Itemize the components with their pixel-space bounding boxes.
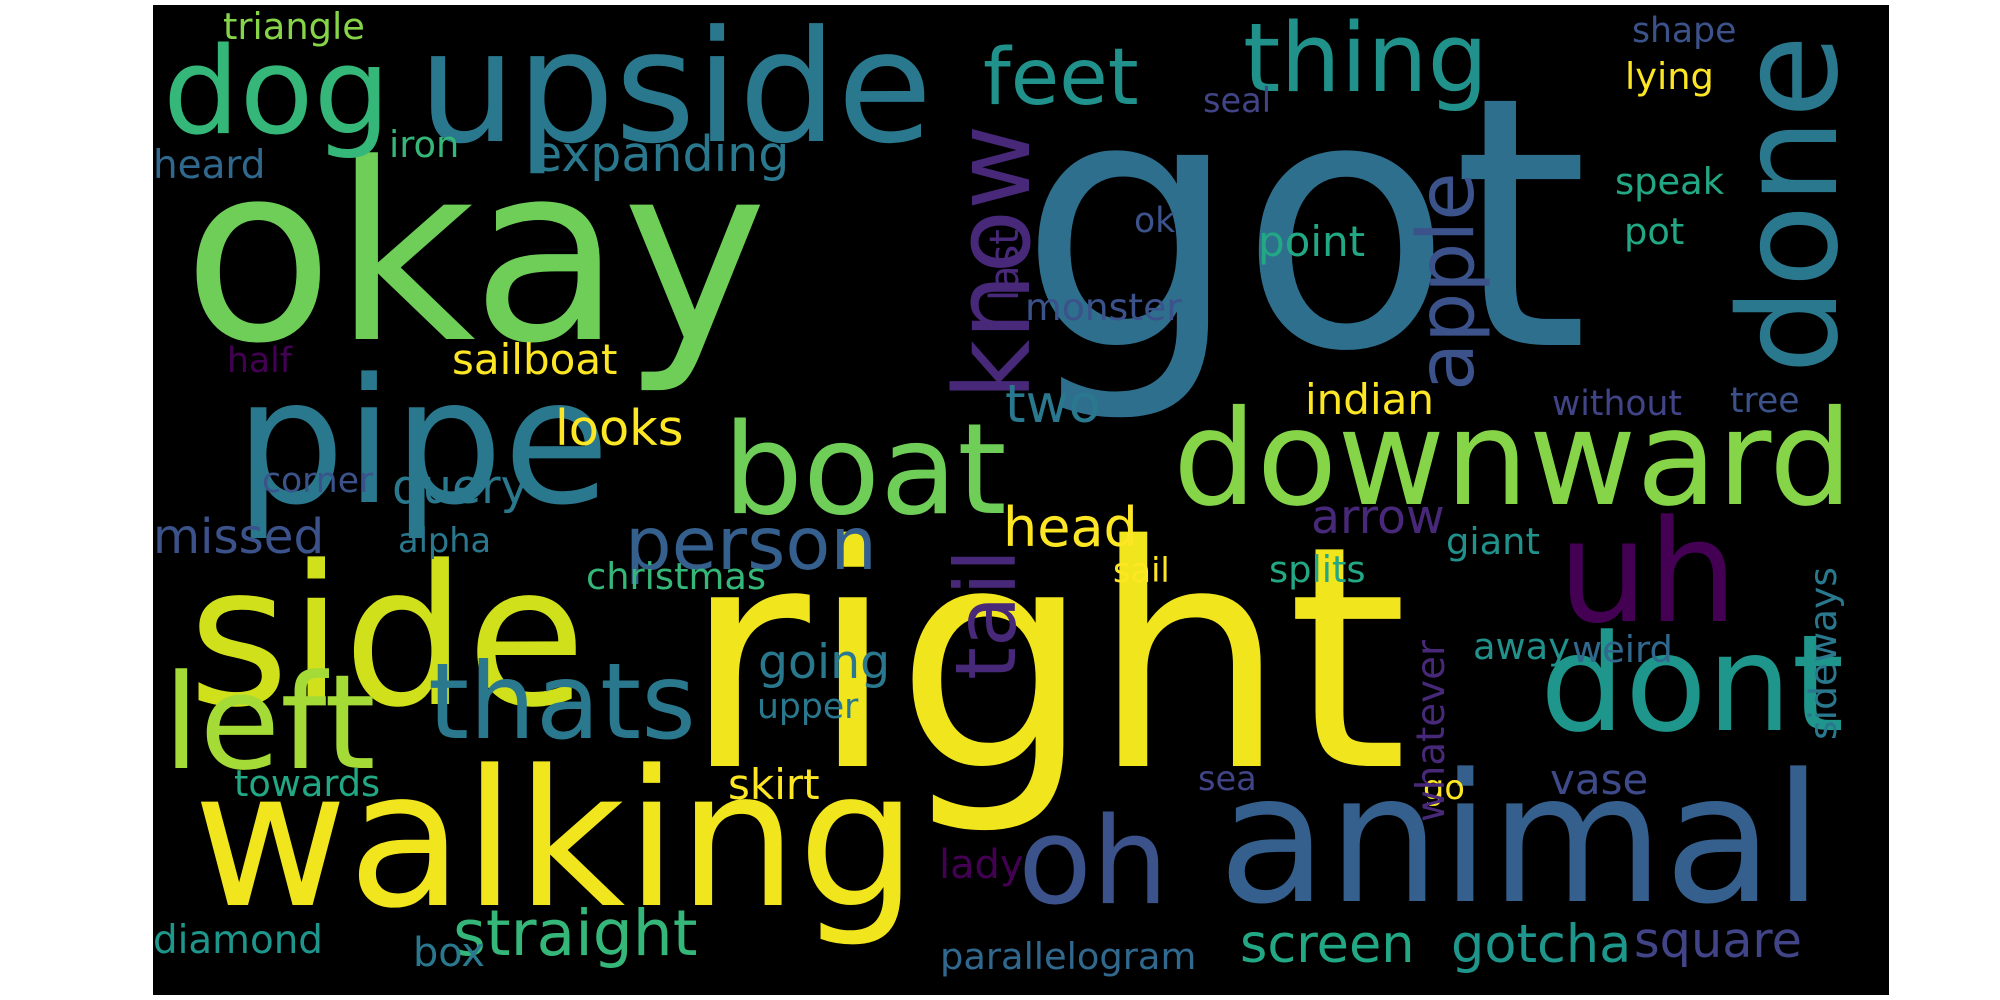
word-head: head [1003, 495, 1138, 559]
word-parallelogram: parallelogram [940, 935, 1197, 979]
word-tail: tail [937, 548, 1035, 680]
word-go: go [1423, 768, 1465, 808]
word-splits: splits [1269, 548, 1366, 592]
word-sailboat: sailboat [452, 335, 618, 384]
word-pipe: pipe [235, 340, 610, 543]
word-heard: heard [153, 143, 266, 189]
word-screen: screen [1240, 913, 1415, 975]
word-whatever: whatever [1408, 640, 1454, 822]
word-left: left [163, 645, 376, 799]
word-iron: iron [389, 123, 460, 167]
word-expanding: expanding [532, 125, 790, 183]
word-got: got [1019, 22, 1589, 428]
word-boat: boat [723, 396, 1007, 543]
word-christmas: christmas [586, 555, 767, 599]
word-thats: thats [428, 640, 696, 763]
word-alpha: alpha [398, 521, 492, 561]
word-arrow: arrow [1311, 489, 1445, 545]
word-corner: corner [262, 461, 374, 502]
word-person: person [625, 502, 877, 588]
word-sideways: sideways [1800, 566, 1845, 740]
word-animal: animal [1218, 735, 1823, 944]
word-weird: weird [1572, 628, 1673, 672]
word-indian: indian [1305, 375, 1434, 424]
word-oh: oh [1018, 792, 1169, 933]
word-seal: seal [1203, 81, 1272, 121]
word-okay: okay [183, 111, 768, 398]
word-sail: sail [1113, 551, 1170, 591]
word-box: box [413, 930, 485, 977]
word-giant: giant [1446, 520, 1540, 564]
word-missed: missed [153, 508, 325, 565]
word-sea: sea [1198, 759, 1257, 799]
word-query: query [392, 459, 529, 515]
word-upper: upper [757, 687, 859, 728]
word-away: away [1473, 625, 1570, 669]
word-lying: lying [1625, 55, 1714, 99]
word-speak: speak [1615, 160, 1725, 204]
word-tree: tree [1730, 381, 1800, 422]
word-gotcha: gotcha [1451, 913, 1632, 975]
word-without: without [1552, 384, 1682, 425]
word-square: square [1634, 910, 1802, 969]
word-dont: dont [1540, 606, 1845, 763]
word-two: two [1005, 373, 1101, 435]
word-cloud-canvas: got right okay upside side walking pipe downwar… [153, 5, 1889, 995]
word-vase: vase [1550, 755, 1649, 804]
word-half: half [227, 341, 292, 382]
word-towards: towards [234, 762, 381, 806]
word-pot: pot [1624, 210, 1685, 254]
word-uh: uh [1558, 489, 1738, 655]
word-triangle: triangle [223, 5, 365, 49]
word-skirt: skirt [728, 760, 820, 809]
word-ok: ok [1134, 201, 1176, 242]
word-lady: lady [939, 842, 1024, 889]
word-feet: feet [983, 31, 1139, 124]
word-monster: monster [1025, 285, 1182, 330]
word-looks: looks [555, 398, 684, 457]
word-point: point [1258, 217, 1366, 266]
word-shape: shape [1632, 11, 1737, 52]
word-last: last [982, 229, 1029, 301]
word-walking: walking [193, 729, 918, 950]
word-straight: straight [453, 896, 698, 971]
word-thing: thing [1243, 5, 1489, 115]
word-side: side [188, 524, 587, 751]
word-dog: dog [163, 22, 391, 163]
word-upside: upside [418, 5, 933, 178]
word-done: done [1710, 34, 1869, 374]
word-right: right [683, 479, 1408, 839]
word-apple: apple [1400, 172, 1493, 391]
word-going: going [758, 634, 891, 690]
word-diamond: diamond [153, 917, 323, 963]
word-downward: downward [1173, 383, 1853, 537]
